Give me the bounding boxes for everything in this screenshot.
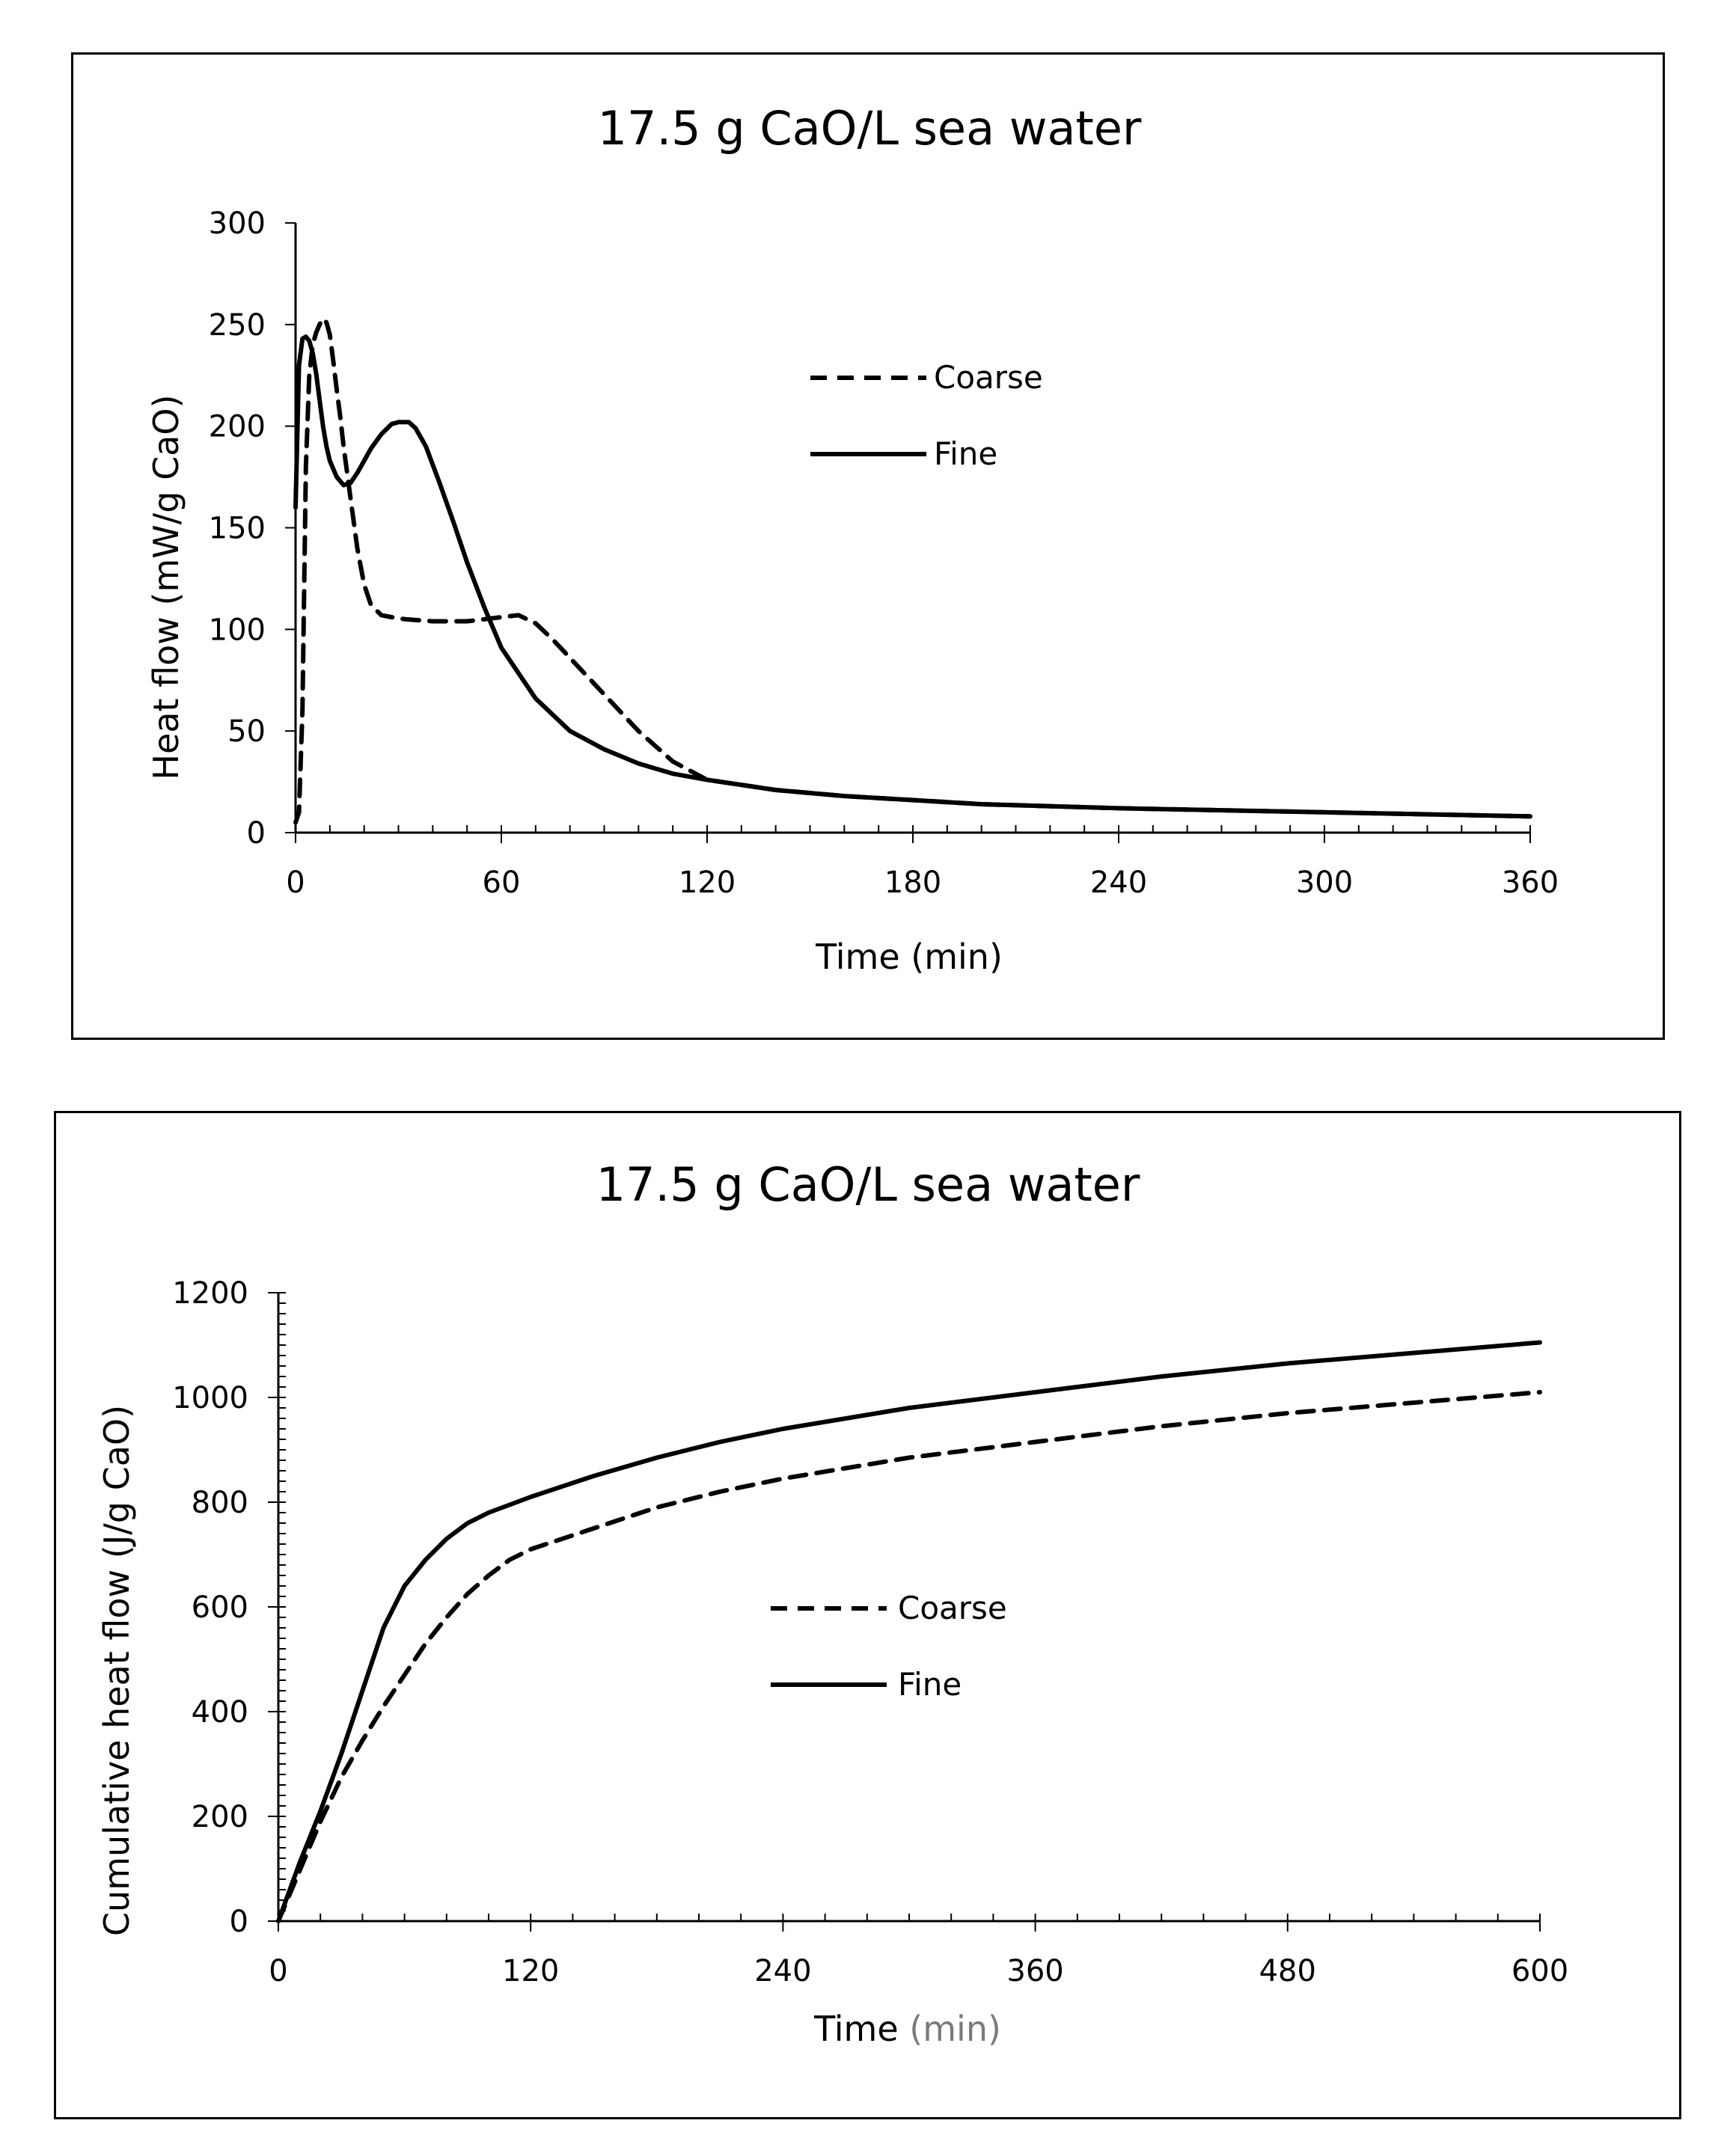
- x-axis-title: Time (min): [815, 937, 1003, 977]
- x-tick-label: 360: [1006, 1954, 1063, 1988]
- y-tick-label: 400: [192, 1695, 248, 1730]
- y-tick-label: 250: [209, 308, 266, 343]
- legend-label-coarse: Coarse: [934, 359, 1043, 396]
- y-tick-label: 1200: [172, 1276, 248, 1311]
- x-tick-label: 0: [286, 866, 305, 900]
- x-tick-label: 180: [884, 866, 941, 900]
- chart-panel-heat-flow: 17.5 g CaO/L sea water 0 60 120 180 240 300 36…: [71, 52, 1665, 1040]
- x-axis-title-unit: (min): [909, 2009, 1001, 2049]
- x-tick-label: 360: [1502, 866, 1559, 900]
- legend-label-coarse: Coarse: [898, 1590, 1007, 1626]
- x-tick-label: 120: [502, 1954, 559, 1988]
- y-tick-label: 200: [192, 1800, 248, 1834]
- x-axis-title-main: Time: [813, 2009, 899, 2049]
- chart-title: 17.5 g CaO/L sea water: [596, 1157, 1140, 1212]
- y-tick-label: 800: [192, 1486, 248, 1520]
- legend-label-fine: Fine: [934, 435, 997, 472]
- x-tick-label: 600: [1511, 1954, 1568, 1988]
- y-tick-label: 0: [230, 1905, 248, 1939]
- x-tick-label: 60: [483, 866, 521, 900]
- y-axis-title: Cumulative heat flow (J/g CaO): [97, 1405, 137, 1936]
- y-axis-title: Heat flow (mW/g CaO): [146, 394, 186, 780]
- y-tick-label: 1000: [172, 1381, 248, 1415]
- cumulative-heat-flow-chart: 17.5 g CaO/L sea water 0 120 240 360 480 600 0…: [97, 1157, 1568, 2049]
- x-tick-label: 120: [679, 866, 736, 900]
- heat-flow-chart: 17.5 g CaO/L sea water 0 60 120 180 240 300 36…: [146, 101, 1559, 977]
- x-tick-label: 0: [269, 1954, 287, 1988]
- y-tick-label: 200: [209, 410, 266, 444]
- y-tick-label: 600: [192, 1590, 248, 1625]
- y-tick-label: 50: [227, 714, 266, 749]
- x-tick-label: 240: [1090, 866, 1147, 900]
- y-tick-label: 100: [209, 613, 266, 647]
- series-line-coarse: [293, 316, 1532, 825]
- x-tick-label: 480: [1259, 1954, 1316, 1988]
- x-tick-label: 240: [754, 1954, 811, 1988]
- y-tick-label: 0: [247, 816, 266, 851]
- chart-title: 17.5 g CaO/L sea water: [598, 101, 1142, 156]
- x-axis-title: Time (min): [813, 2009, 1001, 2049]
- chart-panel-cumulative-heat-flow: 17.5 g CaO/L sea water 0 120 240 360 480 600 0…: [54, 1111, 1681, 2119]
- y-tick-label: 300: [209, 206, 266, 241]
- y-tick-label: 150: [209, 512, 266, 546]
- x-tick-label: 300: [1296, 866, 1353, 900]
- series-line-fine: [293, 334, 1532, 819]
- series-line-coarse: [276, 1390, 1542, 1923]
- series-line-fine: [276, 1340, 1542, 1923]
- legend-label-fine: Fine: [898, 1666, 962, 1703]
